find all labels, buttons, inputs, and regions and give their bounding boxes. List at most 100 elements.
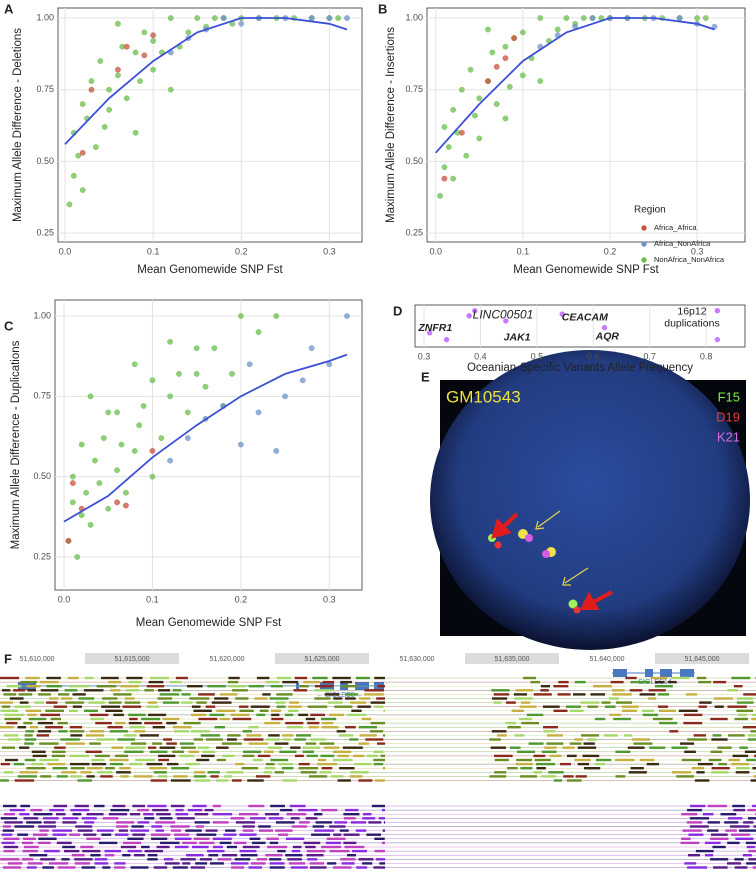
y-axis-title: Maximum Allele Difference - Deletions xyxy=(12,28,24,222)
read xyxy=(724,821,739,824)
read xyxy=(497,734,507,737)
read xyxy=(489,738,501,741)
read xyxy=(265,738,280,741)
read xyxy=(659,721,678,725)
point xyxy=(502,115,509,122)
read xyxy=(728,758,740,762)
point xyxy=(472,308,478,314)
read xyxy=(231,866,245,869)
read xyxy=(207,771,220,774)
read xyxy=(684,862,697,865)
read xyxy=(155,821,176,824)
read xyxy=(19,771,38,774)
read xyxy=(289,701,299,704)
read xyxy=(364,693,384,696)
read xyxy=(2,866,21,869)
ruler-label: 51,620,000 xyxy=(209,656,244,663)
read xyxy=(322,680,335,684)
read xyxy=(46,676,61,680)
read xyxy=(219,717,230,721)
point xyxy=(69,480,76,486)
point xyxy=(131,448,138,454)
read xyxy=(170,825,190,828)
x-axis-title: Mean Genomewide SNP Fst xyxy=(513,264,659,276)
read xyxy=(314,697,331,700)
read xyxy=(144,689,154,692)
read xyxy=(686,693,698,696)
read xyxy=(39,758,59,762)
read xyxy=(747,808,756,812)
read xyxy=(242,754,255,758)
read xyxy=(222,854,238,857)
read xyxy=(207,685,226,688)
read xyxy=(521,721,539,725)
read xyxy=(18,693,33,696)
point xyxy=(714,336,721,343)
read xyxy=(683,713,703,717)
read xyxy=(732,804,745,808)
read xyxy=(323,746,340,749)
read xyxy=(100,775,113,778)
read xyxy=(234,858,251,861)
read xyxy=(246,734,262,737)
trend-line xyxy=(435,17,715,154)
point xyxy=(96,480,103,486)
read xyxy=(582,754,600,758)
read xyxy=(170,779,191,782)
read xyxy=(342,746,363,749)
read xyxy=(4,821,23,824)
read xyxy=(281,767,294,770)
point xyxy=(476,135,483,142)
read xyxy=(238,813,259,816)
read xyxy=(294,676,308,680)
point xyxy=(503,318,509,324)
read xyxy=(624,734,633,737)
read xyxy=(729,825,750,828)
read xyxy=(517,750,536,753)
read xyxy=(30,808,43,812)
read xyxy=(349,738,359,741)
read xyxy=(67,676,79,680)
read xyxy=(40,713,61,717)
read xyxy=(683,721,703,725)
read xyxy=(22,849,38,853)
read xyxy=(678,709,698,712)
read xyxy=(126,676,143,680)
read xyxy=(227,734,241,737)
read xyxy=(210,775,219,778)
point xyxy=(100,435,107,441)
read xyxy=(53,804,67,808)
ruler-band xyxy=(275,653,369,664)
read xyxy=(182,841,197,845)
read xyxy=(736,701,754,704)
read xyxy=(158,754,176,758)
x-axis-title: Mean Genomewide SNP Fst xyxy=(136,617,282,629)
plot-area xyxy=(57,7,363,243)
read xyxy=(2,804,17,808)
read xyxy=(114,866,126,869)
x-tick-label: 0.2 xyxy=(604,246,617,256)
read xyxy=(102,817,119,820)
read xyxy=(374,837,385,840)
read xyxy=(84,821,95,824)
legend-title: Region xyxy=(634,205,666,216)
read xyxy=(291,849,301,853)
plot-area xyxy=(426,7,746,243)
read xyxy=(515,689,534,692)
read xyxy=(534,758,551,762)
read xyxy=(158,775,168,778)
read xyxy=(590,693,605,696)
read xyxy=(60,738,80,741)
read xyxy=(193,738,203,741)
read xyxy=(374,849,385,853)
point xyxy=(114,409,120,416)
read xyxy=(519,717,533,721)
read xyxy=(72,705,82,708)
point xyxy=(463,152,470,159)
point xyxy=(502,43,509,50)
read xyxy=(630,767,644,770)
read xyxy=(324,693,340,696)
read xyxy=(748,849,756,853)
read xyxy=(269,697,289,700)
read xyxy=(81,866,96,869)
